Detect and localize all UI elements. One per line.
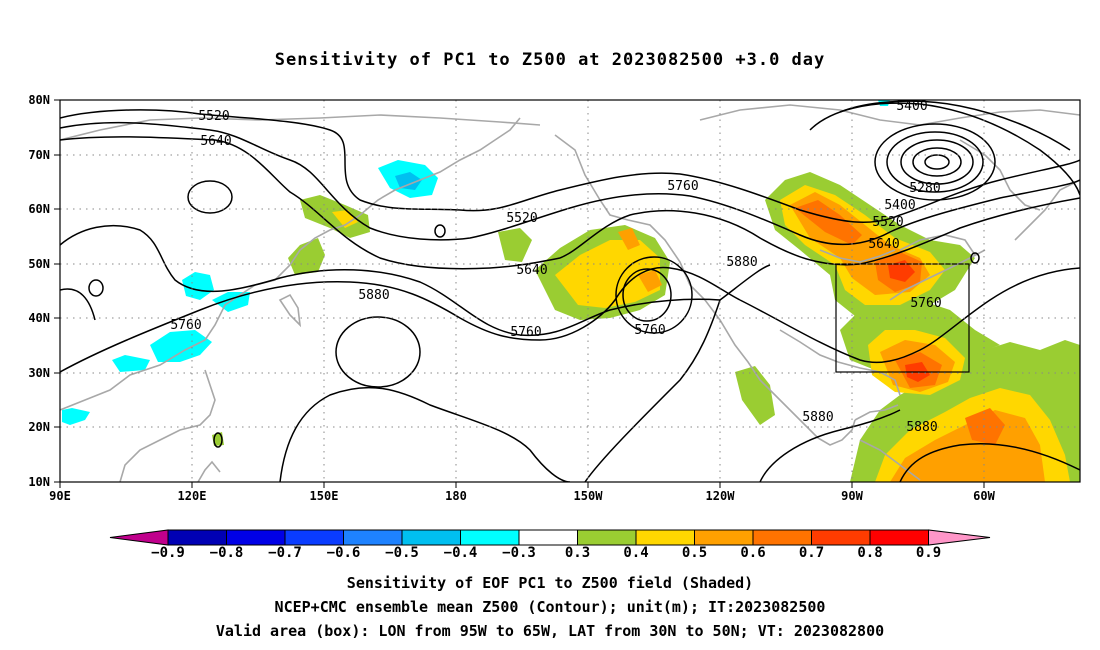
lon-label: 90W	[841, 489, 863, 503]
shade-positive-green	[288, 238, 325, 275]
colorbar-label: 0.3	[565, 545, 590, 561]
colorbar-segment	[401, 529, 461, 546]
contour-label: 5880	[358, 288, 389, 303]
contour-label: 5880	[726, 255, 757, 270]
colorbar	[109, 529, 991, 546]
colorbar-min-arrow	[109, 529, 169, 546]
lat-label: 40N	[28, 311, 50, 325]
contour-label: 5520	[872, 215, 903, 230]
contour-label: 5280	[909, 181, 940, 196]
shade-negative-cyan	[62, 408, 90, 425]
contour-label: 5760	[510, 325, 541, 340]
shade-negative-cyan	[212, 292, 250, 312]
colorbar-segment	[577, 529, 637, 546]
contour-label: 5760	[910, 296, 941, 311]
colorbar-label: −0.5	[385, 545, 419, 561]
lat-label: 30N	[28, 366, 50, 380]
sensitivity-shading	[62, 100, 1080, 482]
colorbar-label: −0.7	[268, 545, 302, 561]
shade-positive-green	[1040, 340, 1080, 410]
caption-line-1: Sensitivity of EOF PC1 to Z500 field (Sh…	[346, 574, 754, 592]
colorbar-label: −0.9	[151, 545, 185, 561]
caption-line-3: Valid area (box): LON from 95W to 65W, L…	[215, 622, 885, 640]
contour-labels: 5400 5280 5400 5520 5640 5520 5640 5760 …	[170, 99, 941, 435]
colorbar-segment	[167, 529, 227, 546]
lat-label: 80N	[28, 93, 50, 107]
shade-positive-green	[735, 366, 775, 425]
lon-label: 90E	[49, 489, 71, 503]
colorbar-labels: −0.9 −0.8 −0.7 −0.6 −0.5 −0.4 −0.3 0.3 0.4 0.5 0.6…	[151, 545, 941, 561]
lat-label: 10N	[28, 475, 50, 489]
colorbar-segment	[635, 529, 695, 546]
shade-positive-red	[888, 260, 915, 282]
contour-label: 5640	[868, 237, 899, 252]
longitude-labels: 90E 120E 150E 180 150W 120W 90W 60W	[49, 489, 995, 503]
lon-label: 60W	[973, 489, 995, 503]
valid-area-box	[835, 263, 970, 373]
lat-label: 20N	[28, 420, 50, 434]
map-title: Sensitivity of PC1 to Z500 at 2023082500…	[274, 50, 826, 70]
lon-label: 180	[445, 489, 467, 503]
lat-label: 60N	[28, 202, 50, 216]
colorbar-label: 0.5	[682, 545, 707, 561]
colorbar-label: 0.4	[623, 545, 648, 561]
colorbar-label: 0.7	[799, 545, 824, 561]
colorbar-segment	[869, 529, 929, 546]
shade-positive-orange	[890, 410, 1045, 482]
shade-negative-cyan	[182, 272, 214, 300]
contour-label: 5400	[896, 99, 927, 114]
caption-line-2: NCEP+CMC ensemble mean Z500 (Contour); u…	[274, 598, 826, 616]
lon-label: 150E	[310, 489, 339, 503]
contour-label: 5760	[634, 323, 665, 338]
colorbar-segment	[752, 529, 812, 546]
lon-label: 150W	[574, 489, 604, 503]
contour-label: 5400	[884, 198, 915, 213]
shade-positive-darkorange	[965, 408, 1005, 445]
shade-positive-darkorange	[795, 200, 862, 245]
coastlines	[60, 104, 1080, 482]
shade-positive-yellow	[555, 240, 660, 308]
colorbar-label: −0.3	[502, 545, 536, 561]
contour-label: 5520	[506, 211, 537, 226]
contour-label: 5640	[516, 263, 547, 278]
colorbar-label: 0.6	[740, 545, 765, 561]
colorbar-segment	[811, 529, 871, 546]
colorbar-label: −0.6	[327, 545, 361, 561]
lon-label: 120E	[178, 489, 207, 503]
contour-label: 5520	[198, 109, 229, 124]
axis-ticks	[54, 99, 985, 488]
lat-label: 50N	[28, 257, 50, 271]
contour-label: 5760	[667, 179, 698, 194]
shade-positive-orange	[618, 228, 640, 250]
shade-positive-green	[300, 195, 370, 238]
graticule	[60, 100, 1080, 482]
colorbar-segment	[518, 529, 578, 546]
colorbar-segment	[460, 529, 520, 546]
colorbar-segment	[694, 529, 754, 546]
shade-negative-cyan	[150, 330, 212, 362]
contour-label: 5880	[802, 410, 833, 425]
shade-positive-green	[498, 228, 532, 262]
shade-negative-cyan	[112, 355, 150, 372]
contour-label: 5640	[200, 134, 231, 149]
colorbar-label: −0.4	[444, 545, 478, 561]
map-frame	[59, 99, 1081, 483]
contour-label: 5760	[170, 318, 201, 333]
colorbar-label: −0.8	[210, 545, 244, 561]
colorbar-segment	[226, 529, 286, 546]
colorbar-max-arrow	[928, 529, 991, 546]
contour-label: 5880	[906, 420, 937, 435]
latitude-labels: 80N 70N 60N 50N 40N 30N 20N 10N	[28, 93, 50, 489]
shade-negative-blue	[395, 172, 422, 190]
lon-label: 120W	[706, 489, 736, 503]
colorbar-label: 0.9	[916, 545, 941, 561]
colorbar-segment	[343, 529, 403, 546]
z500-contours	[60, 100, 1080, 482]
shade-positive-orange	[638, 270, 662, 292]
lat-label: 70N	[28, 148, 50, 162]
colorbar-segment	[284, 529, 344, 546]
colorbar-label: 0.8	[857, 545, 882, 561]
